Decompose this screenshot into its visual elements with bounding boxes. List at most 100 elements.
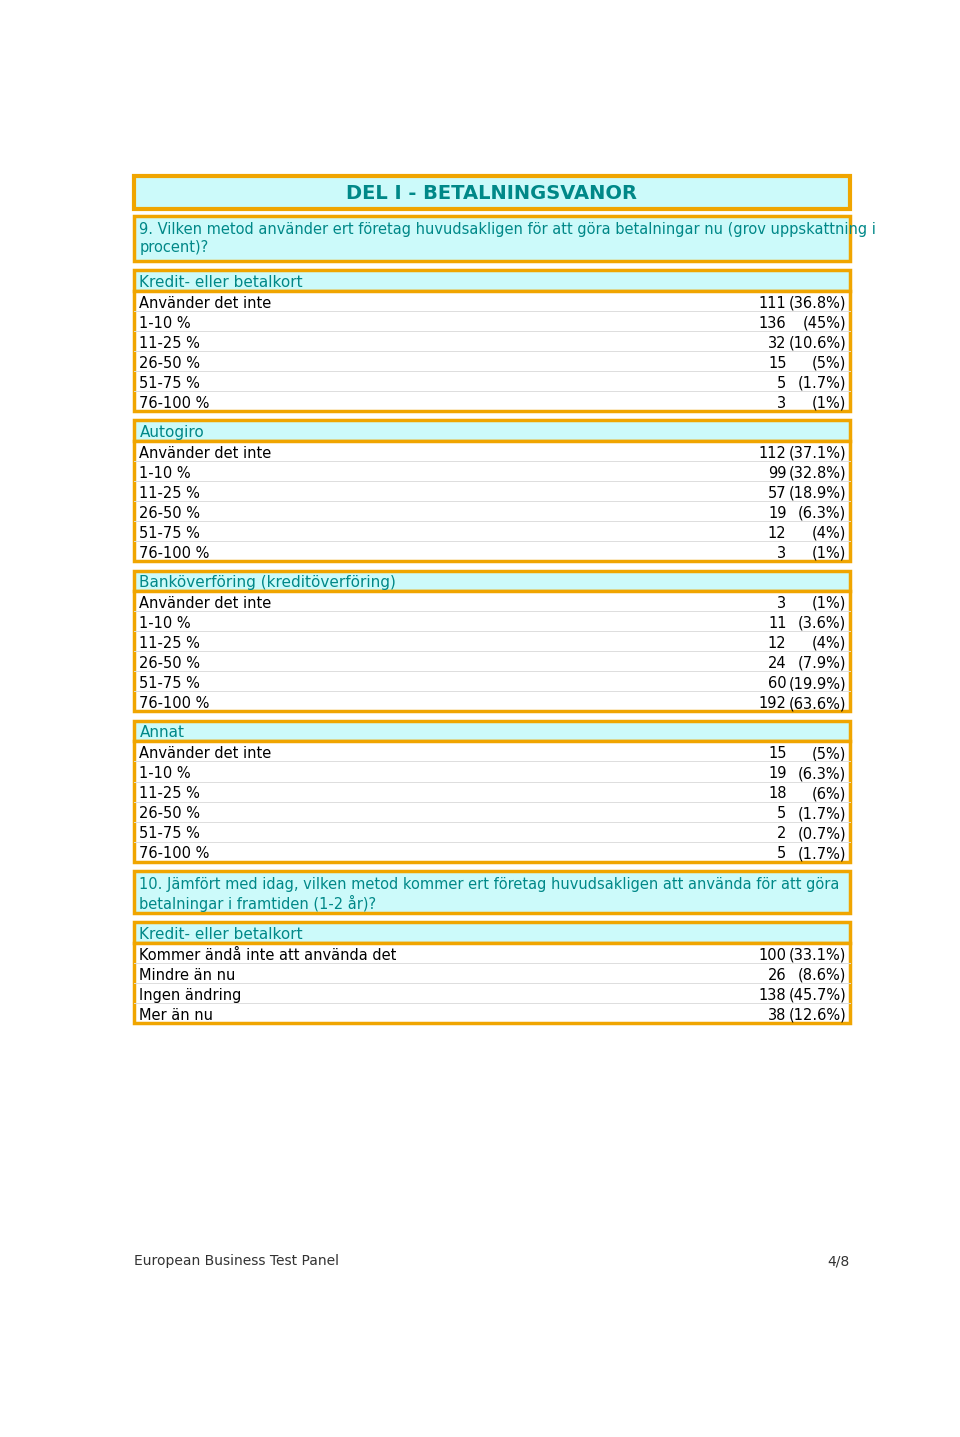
Text: Kredit- eller betalkort: Kredit- eller betalkort <box>139 927 303 943</box>
Text: 3: 3 <box>778 395 786 411</box>
Text: (63.6%): (63.6%) <box>789 696 846 711</box>
Text: Använder det inte: Använder det inte <box>139 746 272 762</box>
Text: Använder det inte: Använder det inte <box>139 445 272 461</box>
Text: (5%): (5%) <box>812 356 846 371</box>
Text: (1.7%): (1.7%) <box>798 375 846 391</box>
Text: 26-50 %: 26-50 % <box>139 806 201 821</box>
Text: 111: 111 <box>758 296 786 310</box>
Text: (8.6%): (8.6%) <box>798 969 846 983</box>
Text: Kredit- eller betalkort: Kredit- eller betalkort <box>139 274 303 290</box>
Text: Kommer ändå inte att använda det: Kommer ändå inte att använda det <box>139 948 396 963</box>
Text: (45%): (45%) <box>803 316 846 331</box>
Text: 5: 5 <box>778 806 786 821</box>
Text: (6%): (6%) <box>812 786 846 802</box>
Text: 51-75 %: 51-75 % <box>139 826 201 841</box>
Text: 57: 57 <box>768 486 786 502</box>
Text: European Business Test Panel: European Business Test Panel <box>134 1255 339 1269</box>
FancyBboxPatch shape <box>134 270 850 292</box>
Text: (7.9%): (7.9%) <box>798 657 846 671</box>
Text: (1%): (1%) <box>812 596 846 611</box>
Text: (32.8%): (32.8%) <box>788 466 846 481</box>
Text: 12: 12 <box>768 637 786 651</box>
Text: Banköverföring (kreditöverföring): Banköverföring (kreditöverföring) <box>139 575 396 591</box>
FancyBboxPatch shape <box>134 591 850 711</box>
FancyBboxPatch shape <box>134 292 850 411</box>
Text: 51-75 %: 51-75 % <box>139 526 201 540</box>
Text: Mer än nu: Mer än nu <box>139 1007 213 1023</box>
Text: 11-25 %: 11-25 % <box>139 336 201 351</box>
Text: (10.6%): (10.6%) <box>788 336 846 351</box>
Text: 10. Jämfört med idag, vilken metod kommer ert företag huvudsakligen att använda : 10. Jämfört med idag, vilken metod komme… <box>139 877 840 912</box>
FancyBboxPatch shape <box>134 441 850 562</box>
Text: 18: 18 <box>768 786 786 802</box>
Text: 26: 26 <box>768 969 786 983</box>
Text: Använder det inte: Använder det inte <box>139 296 272 310</box>
Text: 15: 15 <box>768 746 786 762</box>
FancyBboxPatch shape <box>134 943 850 1023</box>
Text: (6.3%): (6.3%) <box>798 506 846 520</box>
Text: 11: 11 <box>768 616 786 631</box>
Text: 51-75 %: 51-75 % <box>139 675 201 691</box>
Text: 19: 19 <box>768 766 786 782</box>
Text: 26-50 %: 26-50 % <box>139 657 201 671</box>
Text: (6.3%): (6.3%) <box>798 766 846 782</box>
Text: 1-10 %: 1-10 % <box>139 316 191 331</box>
Text: 3: 3 <box>778 596 786 611</box>
Text: 5: 5 <box>778 846 786 861</box>
Text: Autogiro: Autogiro <box>139 425 204 440</box>
Text: (37.1%): (37.1%) <box>788 445 846 461</box>
Text: 60: 60 <box>768 675 786 691</box>
Text: 38: 38 <box>768 1007 786 1023</box>
Text: Mindre än nu: Mindre än nu <box>139 969 236 983</box>
FancyBboxPatch shape <box>134 177 850 208</box>
Text: 26-50 %: 26-50 % <box>139 356 201 371</box>
FancyBboxPatch shape <box>134 570 850 591</box>
Text: Ingen ändring: Ingen ändring <box>139 987 242 1003</box>
Text: 138: 138 <box>758 987 786 1003</box>
FancyBboxPatch shape <box>134 741 850 862</box>
Text: 11-25 %: 11-25 % <box>139 486 201 502</box>
Text: (0.7%): (0.7%) <box>798 826 846 841</box>
Text: (36.8%): (36.8%) <box>789 296 846 310</box>
Text: DEL I - BETALNINGSVANOR: DEL I - BETALNINGSVANOR <box>347 184 637 203</box>
Text: 76-100 %: 76-100 % <box>139 546 209 560</box>
Text: (1.7%): (1.7%) <box>798 806 846 821</box>
Text: 19: 19 <box>768 506 786 520</box>
Text: Använder det inte: Använder det inte <box>139 596 272 611</box>
Text: 76-100 %: 76-100 % <box>139 395 209 411</box>
FancyBboxPatch shape <box>134 217 850 262</box>
Text: 76-100 %: 76-100 % <box>139 696 209 711</box>
Text: 136: 136 <box>758 316 786 331</box>
Text: 24: 24 <box>768 657 786 671</box>
Text: 4/8: 4/8 <box>828 1255 850 1269</box>
Text: (45.7%): (45.7%) <box>788 987 846 1003</box>
Text: 1-10 %: 1-10 % <box>139 466 191 481</box>
Text: 2: 2 <box>778 826 786 841</box>
Text: (5%): (5%) <box>812 746 846 762</box>
Text: 3: 3 <box>778 546 786 560</box>
Text: Annat: Annat <box>139 726 184 740</box>
Text: (12.6%): (12.6%) <box>788 1007 846 1023</box>
FancyBboxPatch shape <box>134 871 850 912</box>
Text: (1%): (1%) <box>812 546 846 560</box>
FancyBboxPatch shape <box>134 923 850 943</box>
FancyBboxPatch shape <box>134 721 850 741</box>
Text: 15: 15 <box>768 356 786 371</box>
Text: 192: 192 <box>758 696 786 711</box>
Text: 5: 5 <box>778 375 786 391</box>
Text: (3.6%): (3.6%) <box>798 616 846 631</box>
Text: 11-25 %: 11-25 % <box>139 637 201 651</box>
Text: (1.7%): (1.7%) <box>798 846 846 861</box>
Text: 12: 12 <box>768 526 786 540</box>
Text: (18.9%): (18.9%) <box>788 486 846 502</box>
Text: (33.1%): (33.1%) <box>789 948 846 963</box>
Text: 1-10 %: 1-10 % <box>139 616 191 631</box>
Text: (4%): (4%) <box>812 526 846 540</box>
FancyBboxPatch shape <box>134 421 850 441</box>
Text: (19.9%): (19.9%) <box>788 675 846 691</box>
Text: 76-100 %: 76-100 % <box>139 846 209 861</box>
Text: 100: 100 <box>758 948 786 963</box>
Text: 51-75 %: 51-75 % <box>139 375 201 391</box>
Text: (4%): (4%) <box>812 637 846 651</box>
Text: 9. Vilken metod använder ert företag huvudsakligen för att göra betalningar nu (: 9. Vilken metod använder ert företag huv… <box>139 223 876 254</box>
